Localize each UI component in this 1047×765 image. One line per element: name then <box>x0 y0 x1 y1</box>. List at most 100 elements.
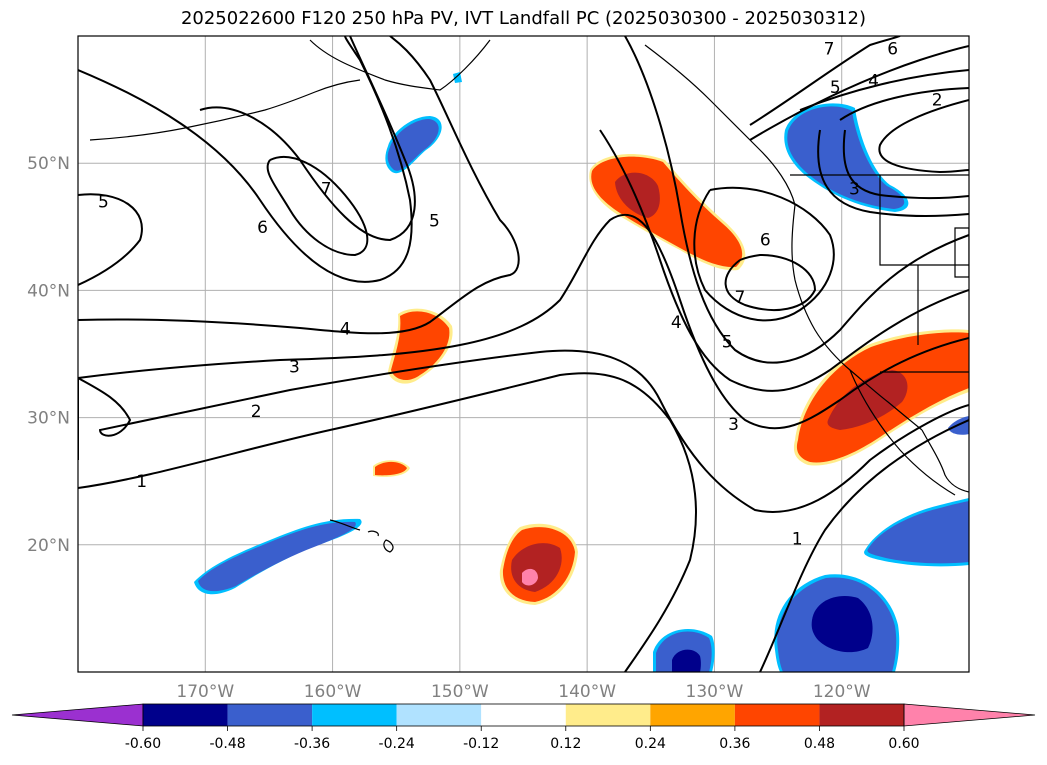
contour-label: 5 <box>429 211 440 231</box>
plot-frame <box>77 35 970 673</box>
x-tick-label: 170°W <box>176 682 234 702</box>
contour-label: 5 <box>722 332 733 352</box>
colorbar-tick-label: -0.12 <box>463 736 499 752</box>
colorbar-extend-min <box>11 703 144 727</box>
colorbar-swatch <box>734 704 820 726</box>
pv-contour-1-east <box>759 419 969 672</box>
y-tick-label: 30°N <box>27 409 70 429</box>
x-tick-label: 140°W <box>558 682 616 702</box>
pv-contour-4-east <box>599 129 969 392</box>
colorbar-tick-label: -0.24 <box>379 736 415 752</box>
ivt-negative-cell-south-inner <box>811 596 873 653</box>
ivt-positive-cell-3-peak <box>522 568 538 586</box>
coastline-hawaii <box>329 519 394 553</box>
x-tick-label: 130°W <box>686 682 744 702</box>
ivt-negative-band-hawaii-core <box>198 521 356 592</box>
pv-contour-ne-4 <box>839 87 969 121</box>
pv-contour-ne-7 <box>749 36 901 126</box>
contour-label: 6 <box>887 40 898 60</box>
ivt-negative-cell-sw-mex-core <box>867 501 969 564</box>
colorbar-tick-label: 0.36 <box>719 736 750 752</box>
x-axis-ticks: 170°W 160°W 150°W 140°W 130°W 120°W <box>176 682 870 702</box>
pv-contour-ne-2 <box>878 99 969 174</box>
coastline-alaska <box>309 39 491 91</box>
contour-label: 7 <box>321 180 332 200</box>
colorbar: -0.60 -0.48 -0.36 -0.24 -0.12 0.12 0.24 0.36 0.4… <box>11 703 1036 752</box>
ivt-negative-cell-ne-core <box>787 106 905 209</box>
contour-labels: 1 2 3 4 5 6 7 5 4 5 6 7 3 1 7 6 5 4 3 2 <box>98 40 943 550</box>
y-tick-label: 20°N <box>27 536 70 556</box>
pv-contour-3 <box>78 213 969 430</box>
colorbar-swatch <box>819 704 904 726</box>
coastline-alaska-panhandle <box>644 44 796 206</box>
map-plot-area: 1 2 3 4 5 6 7 5 4 5 6 7 3 1 7 6 5 4 3 2 <box>78 36 969 672</box>
ivt-negative-cell-small <box>453 72 462 83</box>
pv-contour-ne-5 <box>799 69 969 111</box>
pv-contour-ne-4b <box>817 129 969 217</box>
x-tick-label: 160°W <box>304 682 362 702</box>
coastline-aleutians <box>89 79 361 141</box>
colorbar-swatch <box>481 704 566 726</box>
colorbar-swatch <box>650 704 735 726</box>
colorbar-frame <box>142 703 905 727</box>
contour-label: 1 <box>136 472 147 492</box>
x-tick-label: 120°W <box>813 682 871 702</box>
ivt-positive-band-landfall-inner <box>827 370 908 430</box>
coastline-mexico-mainland <box>921 429 969 493</box>
pv-contour-5 <box>78 193 143 286</box>
chart-title: 2025022600 F120 250 hPa PV, IVT Landfall… <box>180 8 867 29</box>
y-axis-ticks: 20°N 30°N 40°N 50°N <box>27 154 70 556</box>
colorbar-tick-label: -0.48 <box>209 736 245 752</box>
ivt-positive-band-north-inner <box>615 172 660 218</box>
contour-label: 4 <box>671 313 682 333</box>
contour-label: 6 <box>760 231 771 251</box>
ivt-negative-cell-southwest-inner <box>672 649 701 672</box>
coastlines <box>89 39 969 553</box>
colorbar-tick-label: -0.36 <box>294 736 330 752</box>
contour-label: 7 <box>824 40 835 60</box>
colorbar-swatch <box>312 704 397 726</box>
ivt-positive-cell-2-core <box>375 461 407 476</box>
coastline-bc-wa-or-ca <box>791 204 923 431</box>
colorbar-tick-label: 0.24 <box>635 736 666 752</box>
pv-contour-6-east <box>693 186 835 322</box>
colorbar-tick-label: 0.48 <box>804 736 835 752</box>
contour-label: 5 <box>830 78 841 98</box>
pv-contour-4 <box>78 36 520 335</box>
colorbar-swatch <box>396 704 482 726</box>
colorbar-swatch <box>143 704 228 726</box>
pv-contour-6 <box>199 36 416 242</box>
pv-contour-ne-6 <box>749 45 969 141</box>
colorbar-swatch <box>565 704 651 726</box>
contour-label: 3 <box>849 180 860 200</box>
pv-contour-7-east <box>724 253 817 311</box>
contour-label: 1 <box>792 529 803 549</box>
contour-label: 6 <box>257 218 268 238</box>
coastline-baja <box>849 369 956 496</box>
ivt-negative-shading <box>194 72 969 672</box>
contour-label: 5 <box>98 192 109 212</box>
contour-label: 2 <box>251 402 262 422</box>
pv-contour-7 <box>266 155 369 257</box>
ivt-positive-cell-1-core <box>391 311 450 381</box>
x-tick-label: 150°W <box>431 682 489 702</box>
colorbar-tick-label: 0.12 <box>550 736 581 752</box>
colorbar-swatch <box>227 704 313 726</box>
pv-contours <box>78 36 969 672</box>
contour-label: 4 <box>340 320 351 340</box>
contour-label: 3 <box>728 415 739 435</box>
border-states <box>879 175 969 345</box>
pv-contour-2 <box>78 349 969 513</box>
pv-contour-ne-3 <box>842 129 969 200</box>
pv-contour-1 <box>78 372 697 672</box>
colorbar-extend-max <box>903 703 1036 727</box>
y-tick-label: 50°N <box>27 154 70 174</box>
contour-label: 3 <box>289 358 300 378</box>
contour-label: 4 <box>868 72 879 92</box>
contour-label: 7 <box>734 288 745 308</box>
y-tick-label: 40°N <box>27 281 70 301</box>
colorbar-tick-label: -0.60 <box>125 736 161 752</box>
colorbar-tick-label: 0.60 <box>888 736 919 752</box>
contour-label: 2 <box>932 91 943 111</box>
